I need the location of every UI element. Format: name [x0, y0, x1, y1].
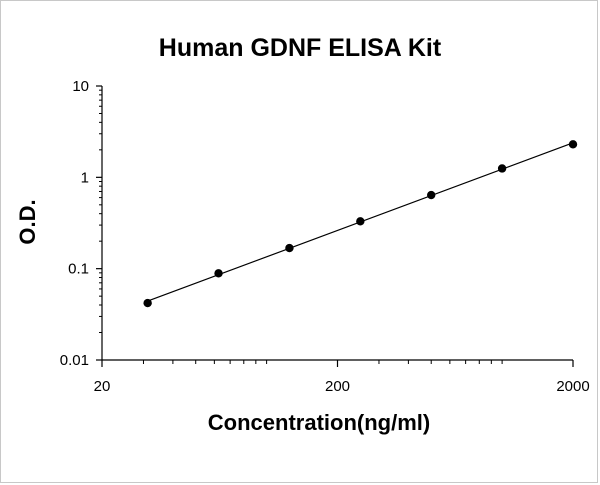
data-point: [427, 190, 436, 200]
x-tick-label: 20: [94, 378, 111, 395]
y-tick-label: 1: [81, 169, 89, 186]
y-tick-label: 0.1: [68, 261, 89, 278]
data-point: [285, 243, 294, 253]
y-tick-label: 0.01: [60, 352, 89, 369]
data-points: [143, 140, 578, 308]
data-point: [214, 269, 223, 278]
axes: [96, 85, 574, 367]
minor-ticks: [99, 89, 574, 364]
data-point: [356, 217, 365, 226]
data-point: [497, 164, 507, 173]
x-tick-label: 200: [325, 378, 350, 395]
data-point: [143, 298, 152, 308]
chart-title: Human GDNF ELISA Kit: [158, 34, 442, 62]
y-tick-label: 10: [72, 78, 89, 95]
tick-labels: 20 200 2000 0.01 0.1 1 10: [60, 78, 590, 395]
x-tick-label: 2000: [556, 378, 589, 395]
x-axis-label: Concentration(ng/ml): [207, 410, 431, 435]
data-point: [568, 140, 578, 149]
